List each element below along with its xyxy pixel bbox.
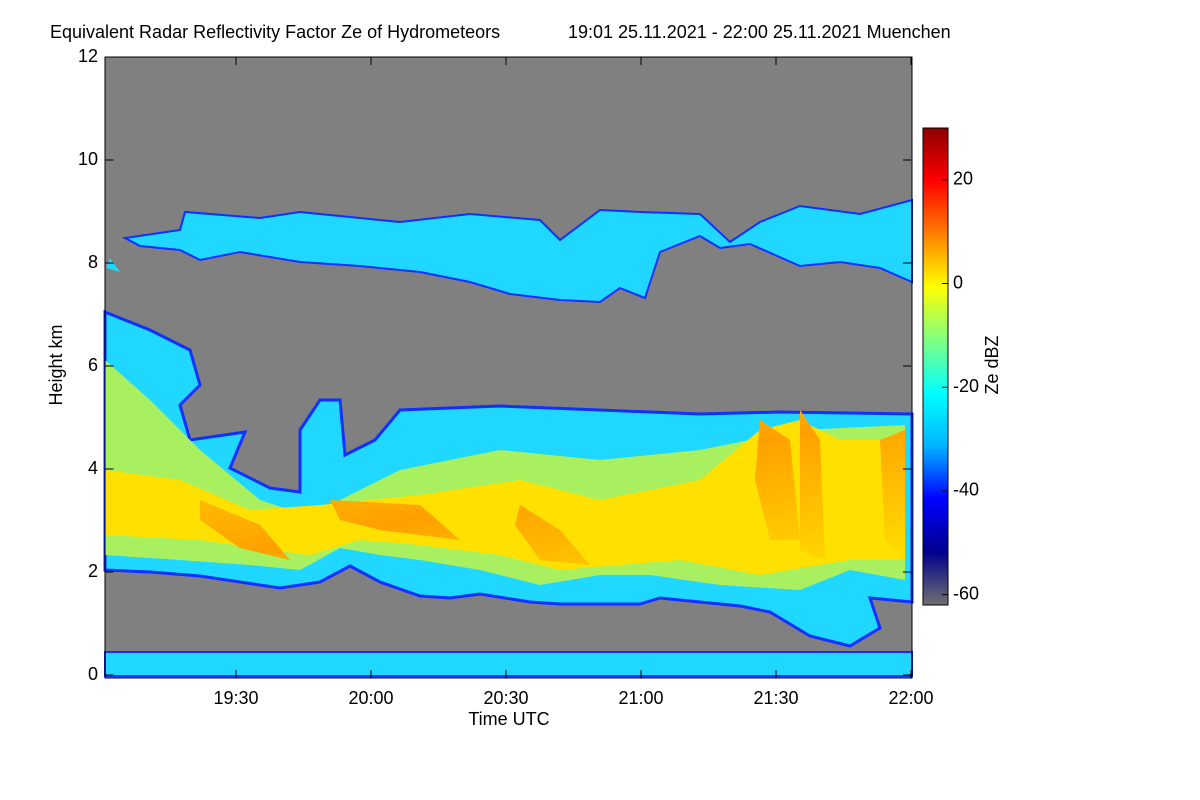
chart-subtitle: 19:01 25.11.2021 - 22:00 25.11.2021 Muen… xyxy=(568,22,951,42)
colorbar-tick-label: 0 xyxy=(953,272,963,292)
x-tick-label: 19:30 xyxy=(213,688,258,708)
colorbar-tick-label: -40 xyxy=(953,480,979,500)
colorbar-label: Ze dBZ xyxy=(982,335,1002,394)
echo-region xyxy=(104,651,913,677)
x-tick-label: 20:30 xyxy=(483,688,528,708)
x-tick-label: 22:00 xyxy=(888,688,933,708)
plot-frame xyxy=(104,56,913,679)
echo-region xyxy=(106,258,120,272)
x-tick-label: 20:00 xyxy=(348,688,393,708)
echo-region xyxy=(200,410,905,565)
echo-region xyxy=(105,420,905,575)
colorbar xyxy=(922,127,949,606)
x-tick-label: 21:00 xyxy=(618,688,663,708)
y-tick-label: 0 xyxy=(88,664,98,684)
y-tick-label: 4 xyxy=(88,458,98,478)
y-tick-label: 6 xyxy=(88,355,98,375)
y-tick-label: 12 xyxy=(78,46,98,66)
colorbar-tick-label: -20 xyxy=(953,376,979,396)
echo-field xyxy=(103,198,914,677)
y-axis-label: Height km xyxy=(46,324,66,405)
chart-title: Equivalent Radar Reflectivity Factor Ze … xyxy=(50,22,500,42)
x-axis-label: Time UTC xyxy=(468,709,549,729)
y-tick-label: 10 xyxy=(78,149,98,169)
x-tick-label: 21:30 xyxy=(753,688,798,708)
echo-region xyxy=(121,198,913,304)
y-tick-label: 2 xyxy=(88,561,98,581)
colorbar-tick-label: -60 xyxy=(953,583,979,603)
colorbar-tick-label: 20 xyxy=(953,169,973,189)
y-tick-label: 8 xyxy=(88,252,98,272)
